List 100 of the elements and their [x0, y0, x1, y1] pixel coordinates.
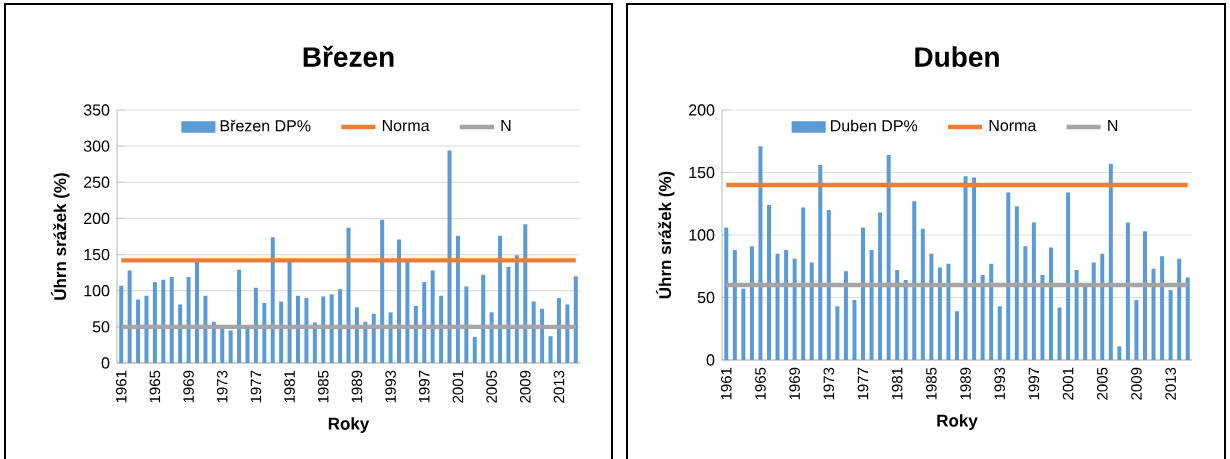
bar [878, 212, 883, 360]
bar [304, 297, 309, 363]
bar [809, 262, 814, 360]
bar [388, 312, 393, 363]
bar [565, 304, 570, 363]
x-tick-label: 2005 [486, 370, 497, 403]
bar [279, 301, 284, 363]
bar [211, 321, 216, 363]
bar [1049, 247, 1053, 360]
bar [1074, 269, 1079, 360]
y-axis-title: Úhrn srážek (%) [655, 171, 675, 299]
x-tick-label: 1985 [317, 370, 329, 403]
x-tick-label: 1973 [216, 370, 228, 403]
bar [835, 306, 840, 360]
bar [895, 269, 900, 360]
bar [556, 297, 561, 363]
bar [321, 296, 326, 363]
y-tick-label: 250 [84, 176, 110, 188]
x-tick-label: 1961 [720, 367, 732, 400]
bar [767, 204, 771, 360]
bar [481, 274, 486, 363]
bar [929, 253, 934, 360]
bar [439, 295, 444, 363]
bar [1006, 192, 1011, 360]
bar [1160, 256, 1165, 360]
bar [741, 288, 746, 360]
bar [506, 266, 511, 363]
x-tick-label: 2005 [1096, 367, 1108, 400]
x-tick-label: 1969 [789, 367, 800, 400]
bar [514, 255, 519, 363]
chart-title: Březen [303, 45, 394, 67]
bar [371, 313, 376, 363]
x-tick-label: 1981 [891, 367, 903, 400]
legend-label: Norma [989, 119, 1037, 132]
bar [127, 270, 132, 363]
bar [758, 146, 763, 360]
bar [1040, 274, 1045, 360]
x-tick-label: 2009 [1131, 367, 1142, 400]
x-tick-label: 1977 [857, 367, 869, 400]
bar [989, 263, 994, 360]
bar [937, 267, 942, 360]
legend-label: Duben DP% [831, 119, 918, 132]
bar [430, 270, 435, 363]
legend-label: Norma [382, 119, 430, 132]
bar [980, 274, 985, 360]
x-tick-label: 2001 [1062, 367, 1074, 400]
bar [1100, 253, 1105, 360]
bar [498, 235, 503, 363]
x-tick-label: 1989 [960, 367, 971, 400]
bar [144, 295, 149, 363]
x-tick-label: 1997 [418, 370, 430, 403]
y-tick-label: 50 [92, 321, 110, 333]
bar [531, 301, 536, 363]
x-tick-label: 1977 [250, 370, 262, 403]
bar [886, 154, 891, 360]
bar [912, 201, 917, 360]
x-axis-title: Roky [328, 417, 370, 433]
bar [262, 302, 267, 363]
x-tick-label: 1993 [385, 370, 396, 403]
bar [775, 253, 780, 360]
bar [1108, 163, 1113, 360]
bar [920, 228, 925, 360]
bar [119, 285, 124, 363]
y-tick-label: 300 [83, 140, 110, 152]
bar [338, 289, 343, 363]
bar [1117, 346, 1122, 360]
bar [1143, 231, 1147, 360]
bar [422, 282, 427, 363]
bar [455, 235, 460, 363]
bar [237, 269, 242, 363]
bar [1014, 206, 1019, 360]
bar [1134, 299, 1139, 360]
bar [161, 279, 166, 363]
bar [861, 227, 865, 360]
bar [523, 224, 528, 363]
bar [573, 276, 578, 363]
x-tick-label: 1981 [284, 370, 295, 403]
bar [447, 150, 452, 363]
bar [843, 271, 848, 360]
x-tick-label: 1961 [115, 370, 127, 403]
y-tick-label: 0 [706, 354, 715, 366]
bar [397, 239, 402, 363]
bar [1091, 262, 1096, 360]
bar [826, 209, 831, 360]
bar [1168, 289, 1173, 360]
bar [749, 246, 754, 360]
y-axis-title: Úhrn srážek (%) [50, 173, 70, 300]
bar [903, 279, 908, 360]
y-tick-label: 0 [101, 357, 110, 369]
bar [1057, 307, 1062, 360]
x-tick-label: 1965 [755, 367, 766, 400]
legend-label: Březen DP% [220, 119, 311, 132]
bar [329, 294, 334, 363]
bar [792, 258, 797, 360]
x-tick-label: 2009 [519, 370, 531, 403]
bar [253, 287, 258, 363]
x-tick-label: 1973 [823, 367, 835, 400]
bar [1066, 192, 1071, 360]
x-tick-label: 1985 [926, 367, 937, 400]
bar [220, 329, 225, 363]
